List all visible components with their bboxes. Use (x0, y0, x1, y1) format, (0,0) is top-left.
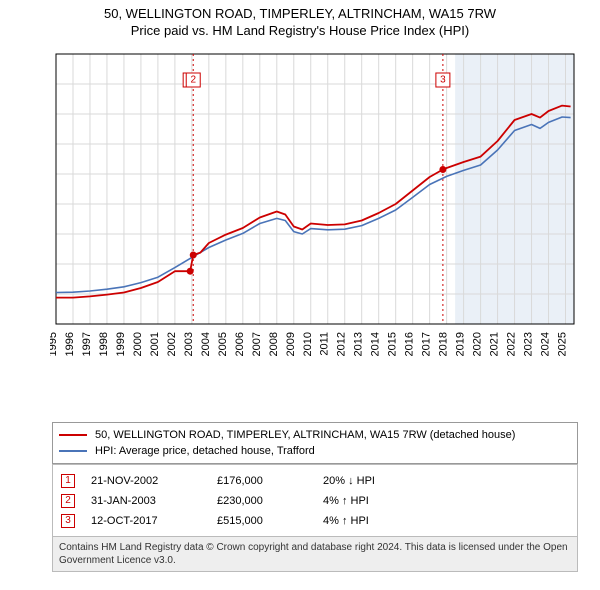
x-tick-label: 2021 (489, 332, 501, 356)
event-row-marker: 3 (61, 514, 75, 528)
x-tick-label: 2001 (149, 332, 161, 356)
event-row: 3 12-OCT-2017 £515,000 4% ↑ HPI (61, 511, 569, 531)
x-tick-label: 2017 (421, 332, 433, 356)
x-tick-label: 2013 (353, 332, 365, 356)
legend-row: HPI: Average price, detached house, Traf… (59, 443, 571, 459)
x-tick-label: 2012 (336, 332, 348, 356)
x-tick-label: 2016 (404, 332, 416, 356)
x-tick-label: 2015 (387, 332, 399, 356)
legend-row: 50, WELLINGTON ROAD, TIMPERLEY, ALTRINCH… (59, 427, 571, 443)
x-tick-label: 2014 (370, 332, 382, 356)
x-tick-label: 2003 (183, 332, 195, 356)
event-row-marker: 1 (61, 474, 75, 488)
event-dot (187, 268, 194, 275)
event-row-delta: 4% ↑ HPI (323, 495, 433, 507)
event-row-date: 21-NOV-2002 (91, 475, 201, 487)
x-tick-label: 2025 (557, 332, 569, 356)
footer-attribution: Contains HM Land Registry data © Crown c… (52, 536, 578, 572)
x-tick-label: 2010 (302, 332, 314, 356)
event-row-price: £176,000 (217, 475, 307, 487)
x-tick-label: 1998 (98, 332, 110, 356)
event-row: 1 21-NOV-2002 £176,000 20% ↓ HPI (61, 471, 569, 491)
x-tick-label: 2006 (234, 332, 246, 356)
x-tick-label: 2009 (285, 332, 297, 356)
title-line2: Price paid vs. HM Land Registry's House … (10, 23, 590, 38)
chart-area: £0£100K£200K£300K£400K£500K£600K£700K£80… (50, 48, 580, 378)
x-tick-label: 2002 (166, 332, 178, 356)
legend-label: HPI: Average price, detached house, Traf… (95, 445, 315, 457)
x-tick-label: 2005 (217, 332, 229, 356)
x-tick-label: 2008 (268, 332, 280, 356)
event-row-delta: 4% ↑ HPI (323, 515, 433, 527)
event-dot (190, 252, 197, 259)
event-row-price: £515,000 (217, 515, 307, 527)
event-row-date: 31-JAN-2003 (91, 495, 201, 507)
x-tick-label: 1999 (115, 332, 127, 356)
x-tick-label: 2004 (200, 332, 212, 356)
x-tick-label: 2007 (251, 332, 263, 356)
legend-swatch (59, 434, 87, 436)
legend: 50, WELLINGTON ROAD, TIMPERLEY, ALTRINCH… (52, 422, 578, 464)
footer-text: Contains HM Land Registry data © Crown c… (59, 542, 568, 566)
x-tick-label: 1995 (50, 332, 59, 356)
event-row-price: £230,000 (217, 495, 307, 507)
legend-swatch (59, 450, 87, 452)
x-tick-label: 2011 (319, 332, 331, 356)
event-row-date: 12-OCT-2017 (91, 515, 201, 527)
event-row-marker: 2 (61, 494, 75, 508)
chart-title-block: 50, WELLINGTON ROAD, TIMPERLEY, ALTRINCH… (0, 0, 600, 40)
event-row-delta: 20% ↓ HPI (323, 475, 433, 487)
x-tick-label: 2019 (455, 332, 467, 356)
x-tick-label: 1996 (64, 332, 76, 356)
x-tick-label: 2018 (438, 332, 450, 356)
x-tick-label: 1997 (81, 332, 93, 356)
event-dot (439, 166, 446, 173)
chart-svg: £0£100K£200K£300K£400K£500K£600K£700K£80… (50, 48, 580, 378)
event-row: 2 31-JAN-2003 £230,000 4% ↑ HPI (61, 491, 569, 511)
x-tick-label: 2020 (472, 332, 484, 356)
title-line1: 50, WELLINGTON ROAD, TIMPERLEY, ALTRINCH… (10, 6, 590, 21)
event-marker-number: 3 (440, 75, 446, 86)
events-table: 1 21-NOV-2002 £176,000 20% ↓ HPI 2 31-JAN-200… (52, 464, 578, 538)
x-tick-label: 2023 (523, 332, 535, 356)
x-tick-label: 2024 (540, 332, 552, 356)
event-marker-number: 2 (190, 75, 196, 86)
x-tick-label: 2000 (132, 332, 144, 356)
legend-label: 50, WELLINGTON ROAD, TIMPERLEY, ALTRINCH… (95, 429, 515, 441)
x-tick-label: 2022 (506, 332, 518, 356)
